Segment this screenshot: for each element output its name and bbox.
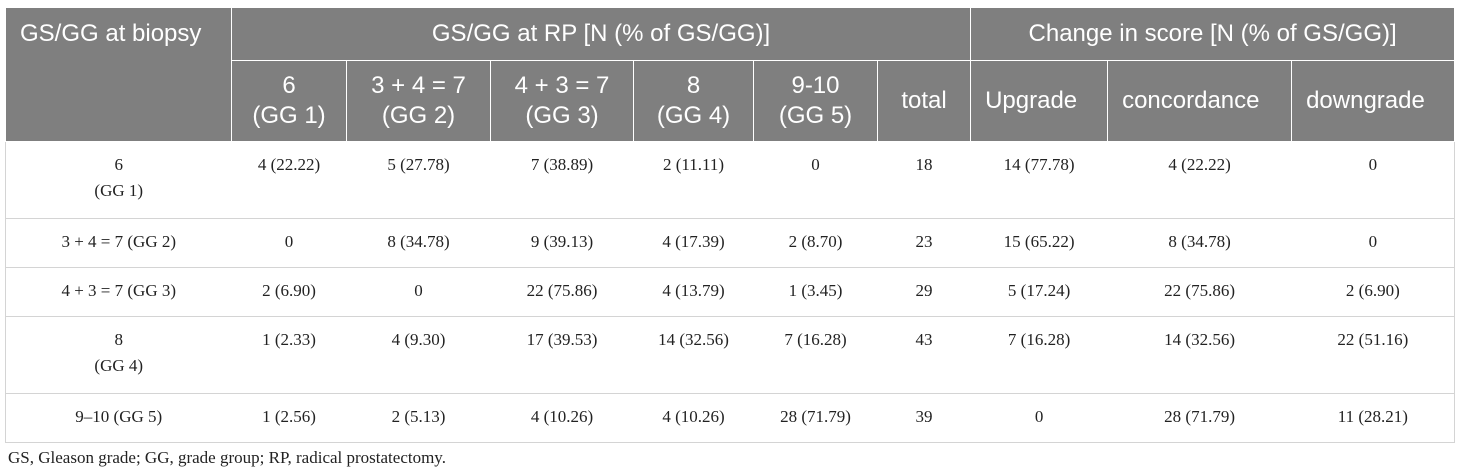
table-cell: 8 (34.78)	[1168, 232, 1231, 251]
table-cell: 0	[1368, 155, 1378, 174]
table-cell: 7 (38.89)	[530, 155, 594, 174]
table-cell: 2 (11.11)	[662, 155, 725, 174]
header-row-subcolumns: 6 (GG 1) 3 + 4 = 7 (GG 2) 4 + 3 = 7 (GG …	[6, 60, 1456, 142]
table-cell: 14 (77.78)	[1003, 155, 1075, 174]
table-cell: 14 (32.56)	[1164, 330, 1235, 349]
table-cell: 4 (17.39)	[662, 232, 725, 251]
table-cell: 17 (39.53)	[526, 330, 598, 349]
table-row: 8 (GG 4) 1 (2.33) 4 (9.30) 17 (39.53) 14…	[5, 316, 1456, 394]
table-cell: 43	[915, 330, 933, 349]
header-gg5: 9-10 (GG 5)	[778, 72, 853, 129]
table-cell: 2 (6.90)	[262, 281, 316, 300]
table-cell: 1 (3.45)	[788, 281, 843, 300]
table-cell: 8 (34.78)	[387, 232, 450, 251]
table-row: 9–10 (GG 5) 1 (2.56) 2 (5.13) 4 (10.26) …	[5, 393, 1456, 443]
header-rp-group: GS/GG at RP [N (% of GS/GG)]	[230, 7, 972, 61]
row-label: 8 (GG 4)	[94, 330, 144, 375]
row-label: 4 + 3 = 7 (GG 3)	[61, 281, 177, 300]
table-cell: 4 (13.79)	[662, 281, 725, 300]
table-cell: 1 (2.56)	[262, 407, 316, 426]
table-cell: 18	[915, 155, 933, 174]
table-cell: 23	[915, 232, 933, 251]
table-cell: 28 (71.79)	[780, 407, 851, 426]
table-row: 4 + 3 = 7 (GG 3) 2 (6.90) 0 22 (75.86) 4…	[5, 267, 1456, 317]
header-row-groups: GS/GG at biopsy GS/GG at RP [N (% of GS/…	[5, 7, 1456, 142]
header-gg1: 6 (GG 1)	[252, 72, 326, 129]
table-cell: 28 (71.79)	[1164, 407, 1235, 426]
table-cell: 2 (8.70)	[788, 232, 843, 251]
header-change-group: Change in score [N (% of GS/GG)]	[970, 7, 1456, 61]
table-row: 6 (GG 1) 4 (22.22) 5 (27.78) 7 (38.89) 2…	[5, 141, 1456, 219]
table-cell: 4 (10.26)	[530, 407, 594, 426]
header-gg2: 3 + 4 = 7 (GG 2)	[371, 72, 466, 129]
table-cell: 0	[284, 232, 294, 251]
table-cell: 22 (75.86)	[1164, 281, 1235, 300]
table-cell: 22 (51.16)	[1337, 330, 1409, 349]
table-cell: 29	[915, 281, 933, 300]
table-cell: 2 (6.90)	[1345, 281, 1400, 300]
table-cell: 4 (10.26)	[662, 407, 725, 426]
table-cell: 0	[1368, 232, 1378, 251]
table-cell: 0	[414, 281, 423, 300]
table-cell: 14 (32.56)	[658, 330, 729, 349]
table-cell: 11 (28.21)	[1337, 407, 1408, 426]
table-cell: 7 (16.28)	[784, 330, 847, 349]
row-label: 6 (GG 1)	[94, 155, 144, 200]
table-cell: 7 (16.28)	[1007, 330, 1071, 349]
table-cell: 4 (9.30)	[391, 330, 446, 349]
header-gg4: 8 (GG 4)	[656, 72, 731, 129]
table-cell: 2 (5.13)	[391, 407, 446, 426]
results-table: GS/GG at biopsy GS/GG at RP [N (% of GS/…	[5, 7, 1456, 443]
row-label: 9–10 (GG 5)	[75, 407, 163, 426]
table-cell: 0	[1034, 407, 1044, 426]
header-downgrade: downgrade	[1306, 87, 1425, 114]
table-cell: 4 (22.22)	[257, 155, 321, 174]
table-cell: 0	[811, 155, 820, 174]
header-gg3: 4 + 3 = 7 (GG 3)	[514, 72, 610, 129]
table-cell: 5 (17.24)	[1007, 281, 1071, 300]
table-cell: 5 (27.78)	[387, 155, 450, 174]
table-cell: 1 (2.33)	[262, 330, 316, 349]
header-upgrade: Upgrade	[985, 87, 1078, 114]
header-concordance: concordance	[1122, 87, 1260, 114]
row-label: 3 + 4 = 7 (GG 2)	[61, 232, 177, 251]
table-row: 3 + 4 = 7 (GG 2) 0 8 (34.78) 9 (39.13) 4…	[5, 218, 1456, 268]
header-biopsy: GS/GG at biopsy	[5, 7, 232, 142]
table-cell: 9 (39.13)	[530, 232, 594, 251]
table-cell: 15 (65.22)	[1003, 232, 1075, 251]
header-total: total	[901, 87, 947, 114]
table-cell: 4 (22.22)	[1168, 155, 1231, 174]
table-cell: 22 (75.86)	[526, 281, 598, 300]
table-cell: 39	[915, 407, 933, 426]
table-footnote: GS, Gleason grade; GG, grade group; RP, …	[8, 448, 446, 467]
